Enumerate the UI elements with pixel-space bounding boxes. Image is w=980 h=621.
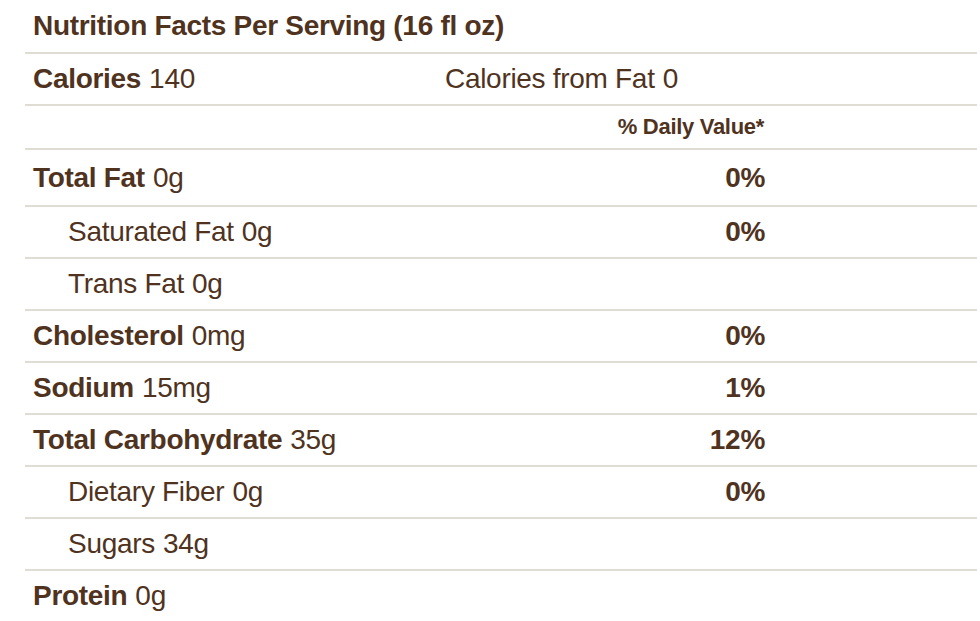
nutrient-amount: 0g xyxy=(242,216,273,247)
nutrient-cell: Trans Fat 0g xyxy=(25,268,223,300)
calories-from-fat-cell: Calories from Fat 0 xyxy=(445,63,678,95)
daily-value: 0% xyxy=(725,216,765,248)
calories-from-fat-label: Calories from Fat xyxy=(445,63,655,94)
daily-value: 0% xyxy=(725,476,765,508)
nutrient-amount: 0mg xyxy=(192,320,246,351)
nutrient-amount: 0g xyxy=(153,162,184,193)
daily-value: 0% xyxy=(725,320,765,352)
nutrient-name: Saturated Fat xyxy=(68,216,234,247)
nutrition-facts-panel: Nutrition Facts Per Serving (16 fl oz) C… xyxy=(0,0,980,621)
nutrient-amount: 35g xyxy=(290,424,336,455)
row-total-carbohydrate: Total Carbohydrate 35g 12% xyxy=(25,413,977,465)
nutrient-name: Total Carbohydrate xyxy=(33,424,282,455)
nutrient-amount: 15mg xyxy=(142,372,211,403)
row-dietary-fiber: Dietary Fiber 0g 0% xyxy=(25,465,977,517)
nutrient-cell: Cholesterol 0mg xyxy=(25,320,245,352)
calories-label: Calories xyxy=(33,63,141,94)
row-trans-fat: Trans Fat 0g xyxy=(25,257,977,309)
row-protein: Protein 0g xyxy=(25,569,977,621)
nutrient-amount: 0g xyxy=(135,580,166,611)
row-saturated-fat: Saturated Fat 0g 0% xyxy=(25,205,977,257)
nutrient-name: Sugars xyxy=(68,528,155,559)
daily-value-header: % Daily Value* xyxy=(618,114,764,140)
calories-cell: Calories 140 xyxy=(25,63,195,95)
nutrient-name: Total Fat xyxy=(33,162,145,193)
nutrient-cell: Protein 0g xyxy=(25,580,166,612)
nutrient-cell: Dietary Fiber 0g xyxy=(25,476,263,508)
panel-title: Nutrition Facts Per Serving (16 fl oz) xyxy=(25,10,504,42)
nutrient-amount: 34g xyxy=(163,528,209,559)
nutrient-cell: Total Carbohydrate 35g xyxy=(25,424,336,456)
nutrient-name: Cholesterol xyxy=(33,320,184,351)
calories-value: 140 xyxy=(149,63,195,94)
calories-row: Calories 140 Calories from Fat 0 xyxy=(25,52,977,104)
nutrient-amount: 0g xyxy=(192,268,223,299)
row-sodium: Sodium 15mg 1% xyxy=(25,361,977,413)
daily-value-header-row: % Daily Value* xyxy=(25,104,977,148)
nutrient-cell: Sugars 34g xyxy=(25,528,209,560)
nutrient-cell: Saturated Fat 0g xyxy=(25,216,272,248)
nutrient-name: Sodium xyxy=(33,372,134,403)
nutrient-name: Protein xyxy=(33,580,127,611)
row-cholesterol: Cholesterol 0mg 0% xyxy=(25,309,977,361)
nutrient-name: Trans Fat xyxy=(68,268,184,299)
row-sugars: Sugars 34g xyxy=(25,517,977,569)
daily-value: 12% xyxy=(710,424,765,456)
nutrient-amount: 0g xyxy=(232,476,263,507)
daily-value: 0% xyxy=(725,162,765,194)
nutrient-cell: Total Fat 0g xyxy=(25,162,183,194)
nutrient-cell: Sodium 15mg xyxy=(25,372,211,404)
row-total-fat: Total Fat 0g 0% xyxy=(25,148,977,205)
title-row: Nutrition Facts Per Serving (16 fl oz) xyxy=(25,0,977,52)
calories-from-fat-value: 0 xyxy=(663,63,678,94)
daily-value: 1% xyxy=(725,372,765,404)
nutrient-name: Dietary Fiber xyxy=(68,476,224,507)
